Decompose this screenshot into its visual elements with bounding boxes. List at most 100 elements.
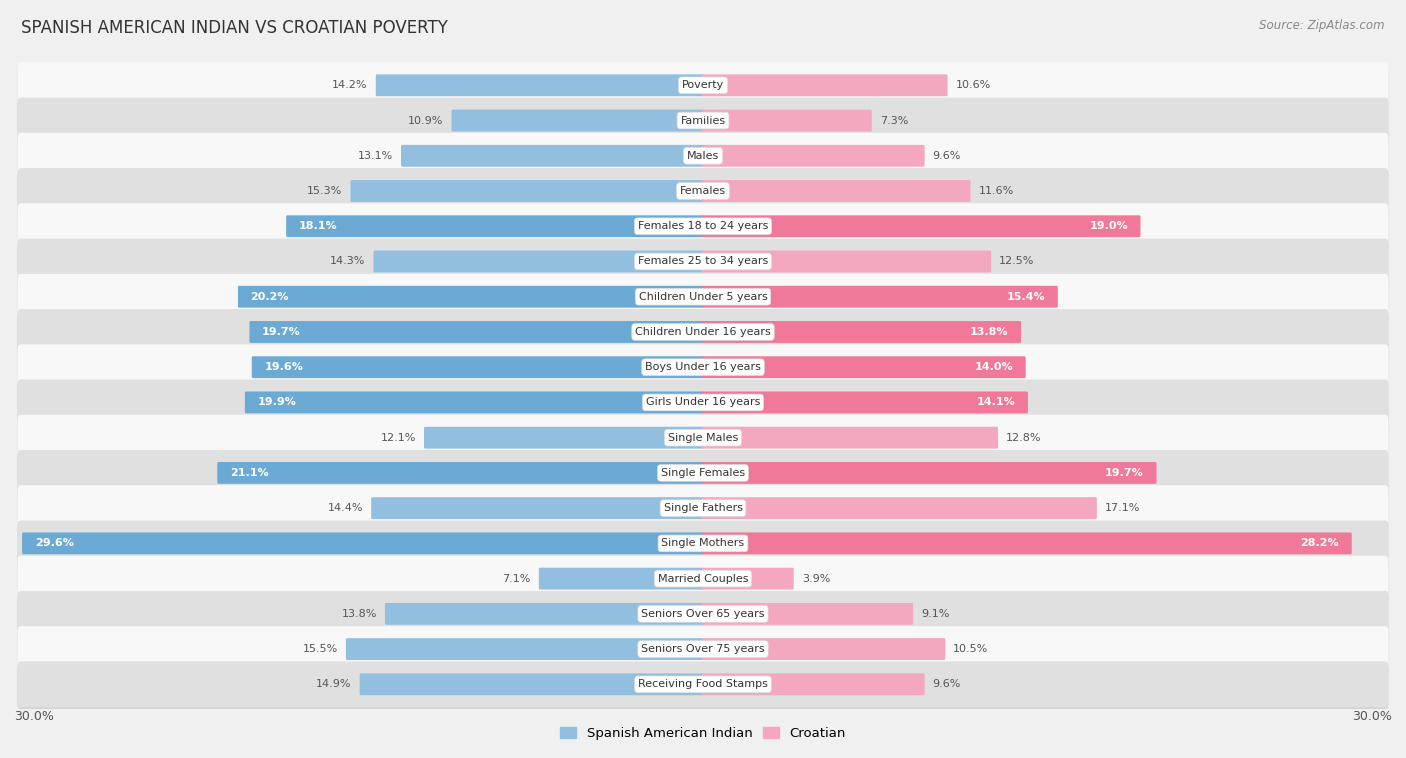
Text: 15.4%: 15.4% [1007, 292, 1045, 302]
Text: 12.8%: 12.8% [1007, 433, 1042, 443]
FancyBboxPatch shape [17, 309, 1389, 355]
Text: 20.2%: 20.2% [250, 292, 290, 302]
FancyBboxPatch shape [702, 251, 991, 272]
FancyBboxPatch shape [371, 497, 704, 519]
Text: Seniors Over 75 years: Seniors Over 75 years [641, 644, 765, 654]
FancyBboxPatch shape [360, 673, 704, 695]
FancyBboxPatch shape [702, 180, 970, 202]
FancyBboxPatch shape [252, 356, 704, 378]
Text: Single Females: Single Females [661, 468, 745, 478]
Text: 12.1%: 12.1% [381, 433, 416, 443]
FancyBboxPatch shape [702, 603, 912, 625]
FancyBboxPatch shape [702, 462, 1157, 484]
FancyBboxPatch shape [538, 568, 704, 590]
Text: Receiving Food Stamps: Receiving Food Stamps [638, 679, 768, 689]
Text: 9.6%: 9.6% [932, 151, 962, 161]
Text: 13.8%: 13.8% [970, 327, 1008, 337]
Text: 30.0%: 30.0% [14, 709, 53, 722]
Text: 9.1%: 9.1% [921, 609, 949, 619]
FancyBboxPatch shape [702, 392, 1028, 413]
Text: 14.1%: 14.1% [977, 397, 1015, 408]
Text: Boys Under 16 years: Boys Under 16 years [645, 362, 761, 372]
Text: 19.0%: 19.0% [1090, 221, 1128, 231]
FancyBboxPatch shape [22, 532, 704, 554]
FancyBboxPatch shape [702, 673, 925, 695]
FancyBboxPatch shape [17, 344, 1389, 390]
FancyBboxPatch shape [374, 251, 704, 272]
FancyBboxPatch shape [245, 392, 704, 413]
FancyBboxPatch shape [218, 462, 704, 484]
Text: 3.9%: 3.9% [801, 574, 830, 584]
FancyBboxPatch shape [702, 145, 925, 167]
FancyBboxPatch shape [702, 427, 998, 449]
Text: Females 18 to 24 years: Females 18 to 24 years [638, 221, 768, 231]
Text: 19.7%: 19.7% [1105, 468, 1144, 478]
FancyBboxPatch shape [401, 145, 704, 167]
FancyBboxPatch shape [17, 311, 1389, 356]
FancyBboxPatch shape [238, 286, 704, 308]
FancyBboxPatch shape [350, 180, 704, 202]
Text: 14.4%: 14.4% [328, 503, 363, 513]
Text: Single Fathers: Single Fathers [664, 503, 742, 513]
Text: 10.5%: 10.5% [953, 644, 988, 654]
FancyBboxPatch shape [17, 276, 1389, 321]
Text: 19.6%: 19.6% [264, 362, 304, 372]
FancyBboxPatch shape [249, 321, 704, 343]
Text: Poverty: Poverty [682, 80, 724, 90]
FancyBboxPatch shape [346, 638, 704, 660]
FancyBboxPatch shape [17, 417, 1389, 462]
FancyBboxPatch shape [17, 98, 1389, 143]
FancyBboxPatch shape [17, 591, 1389, 637]
Text: Single Males: Single Males [668, 433, 738, 443]
Text: 29.6%: 29.6% [35, 538, 73, 548]
FancyBboxPatch shape [451, 110, 704, 131]
FancyBboxPatch shape [17, 168, 1389, 214]
FancyBboxPatch shape [17, 64, 1389, 110]
Text: Males: Males [688, 151, 718, 161]
FancyBboxPatch shape [17, 205, 1389, 251]
Text: 19.7%: 19.7% [262, 327, 301, 337]
Text: 9.6%: 9.6% [932, 679, 962, 689]
FancyBboxPatch shape [17, 135, 1389, 180]
FancyBboxPatch shape [702, 215, 1140, 237]
FancyBboxPatch shape [17, 487, 1389, 533]
FancyBboxPatch shape [702, 532, 1351, 554]
Text: 15.5%: 15.5% [302, 644, 337, 654]
FancyBboxPatch shape [702, 568, 794, 590]
Text: Females 25 to 34 years: Females 25 to 34 years [638, 256, 768, 267]
FancyBboxPatch shape [17, 522, 1389, 568]
FancyBboxPatch shape [17, 274, 1389, 320]
FancyBboxPatch shape [17, 662, 1389, 707]
Text: 7.1%: 7.1% [502, 574, 531, 584]
FancyBboxPatch shape [17, 626, 1389, 672]
Text: Families: Families [681, 115, 725, 126]
Text: 10.6%: 10.6% [956, 80, 991, 90]
FancyBboxPatch shape [287, 215, 704, 237]
FancyBboxPatch shape [17, 556, 1389, 602]
Text: 14.3%: 14.3% [330, 256, 366, 267]
Text: Children Under 16 years: Children Under 16 years [636, 327, 770, 337]
FancyBboxPatch shape [385, 603, 704, 625]
FancyBboxPatch shape [17, 203, 1389, 249]
Text: 15.3%: 15.3% [307, 186, 343, 196]
FancyBboxPatch shape [17, 452, 1389, 497]
Text: 14.9%: 14.9% [316, 679, 352, 689]
FancyBboxPatch shape [17, 240, 1389, 287]
Text: Females: Females [681, 186, 725, 196]
FancyBboxPatch shape [702, 110, 872, 131]
FancyBboxPatch shape [17, 557, 1389, 603]
FancyBboxPatch shape [702, 321, 1021, 343]
Text: Married Couples: Married Couples [658, 574, 748, 584]
Text: Seniors Over 65 years: Seniors Over 65 years [641, 609, 765, 619]
FancyBboxPatch shape [17, 133, 1389, 179]
Text: 13.8%: 13.8% [342, 609, 377, 619]
FancyBboxPatch shape [17, 170, 1389, 216]
Text: 14.0%: 14.0% [974, 362, 1012, 372]
Text: Single Mothers: Single Mothers [661, 538, 745, 548]
FancyBboxPatch shape [702, 74, 948, 96]
FancyBboxPatch shape [17, 62, 1389, 108]
FancyBboxPatch shape [17, 593, 1389, 638]
Text: 13.1%: 13.1% [357, 151, 392, 161]
FancyBboxPatch shape [702, 497, 1097, 519]
Text: 7.3%: 7.3% [880, 115, 908, 126]
